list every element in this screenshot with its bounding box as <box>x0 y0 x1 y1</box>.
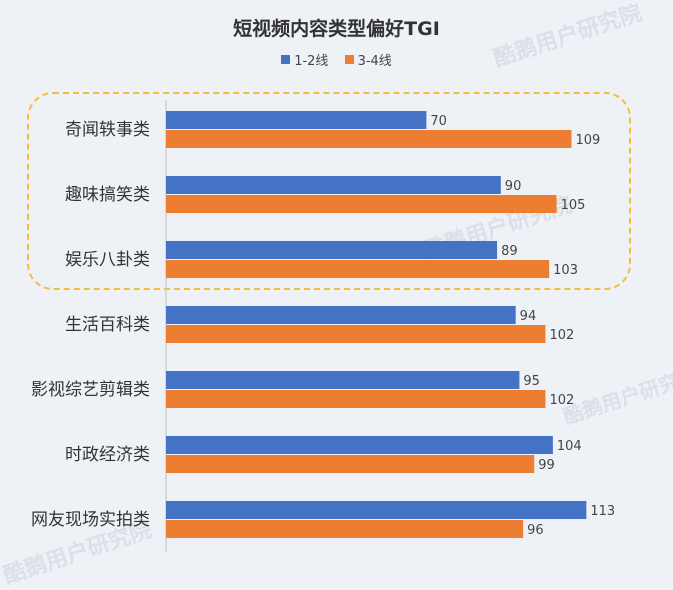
highlight-group-outline <box>27 92 631 290</box>
legend-label-series-1: 1-2线 <box>294 54 329 69</box>
data-label: 70 <box>430 114 447 129</box>
data-label: 95 <box>523 374 540 389</box>
legend-item-series-1: 1-2线 <box>281 50 328 69</box>
chart-legend: 1-2线 3-4线 <box>0 50 673 69</box>
bar-series-1 <box>166 241 498 259</box>
data-label: 105 <box>561 198 586 213</box>
data-label: 90 <box>505 179 522 194</box>
data-label: 96 <box>527 523 544 538</box>
bar-series-2 <box>166 130 572 148</box>
legend-swatch-series-1 <box>281 55 291 64</box>
legend-label-series-2: 3-4线 <box>357 54 392 69</box>
bar-series-1 <box>166 176 501 194</box>
category-label: 奇闻轶事类 <box>65 120 150 140</box>
bar-series-1 <box>166 306 516 324</box>
bar-series-2 <box>166 455 535 473</box>
data-label: 94 <box>520 309 537 324</box>
data-label: 102 <box>549 328 574 343</box>
category-label: 网友现场实拍类 <box>31 510 150 530</box>
data-label: 113 <box>590 504 615 519</box>
bar-series-2 <box>166 520 524 538</box>
data-label: 102 <box>549 393 574 408</box>
category-label: 影视综艺剪辑类 <box>31 380 150 400</box>
category-label: 趣味搞笑类 <box>65 185 150 205</box>
category-label: 时政经济类 <box>65 445 150 465</box>
data-label: 89 <box>501 244 518 259</box>
chart-title: 短视频内容类型偏好TGI <box>233 18 440 40</box>
data-label: 99 <box>538 458 555 473</box>
bar-series-1 <box>166 436 553 454</box>
bar-series-1 <box>166 371 520 389</box>
legend-item-series-2: 3-4线 <box>344 50 392 69</box>
data-label: 109 <box>575 133 600 148</box>
bar-series-2 <box>166 390 546 408</box>
category-label: 生活百科类 <box>65 315 150 335</box>
bar-series-1 <box>166 501 587 519</box>
data-label: 104 <box>557 439 582 454</box>
bar-chart: 奇闻轶事类 70 109 趣味搞笑类 90 105 娱乐八卦类 89 103 生活百科类 94 102… <box>31 100 615 552</box>
data-label: 103 <box>553 263 578 278</box>
legend-swatch-series-2 <box>344 55 354 64</box>
bar-series-2 <box>166 260 550 278</box>
bar-series-2 <box>166 195 557 213</box>
bar-series-1 <box>166 111 427 129</box>
category-label: 娱乐八卦类 <box>65 250 150 270</box>
bar-series-2 <box>166 325 546 343</box>
